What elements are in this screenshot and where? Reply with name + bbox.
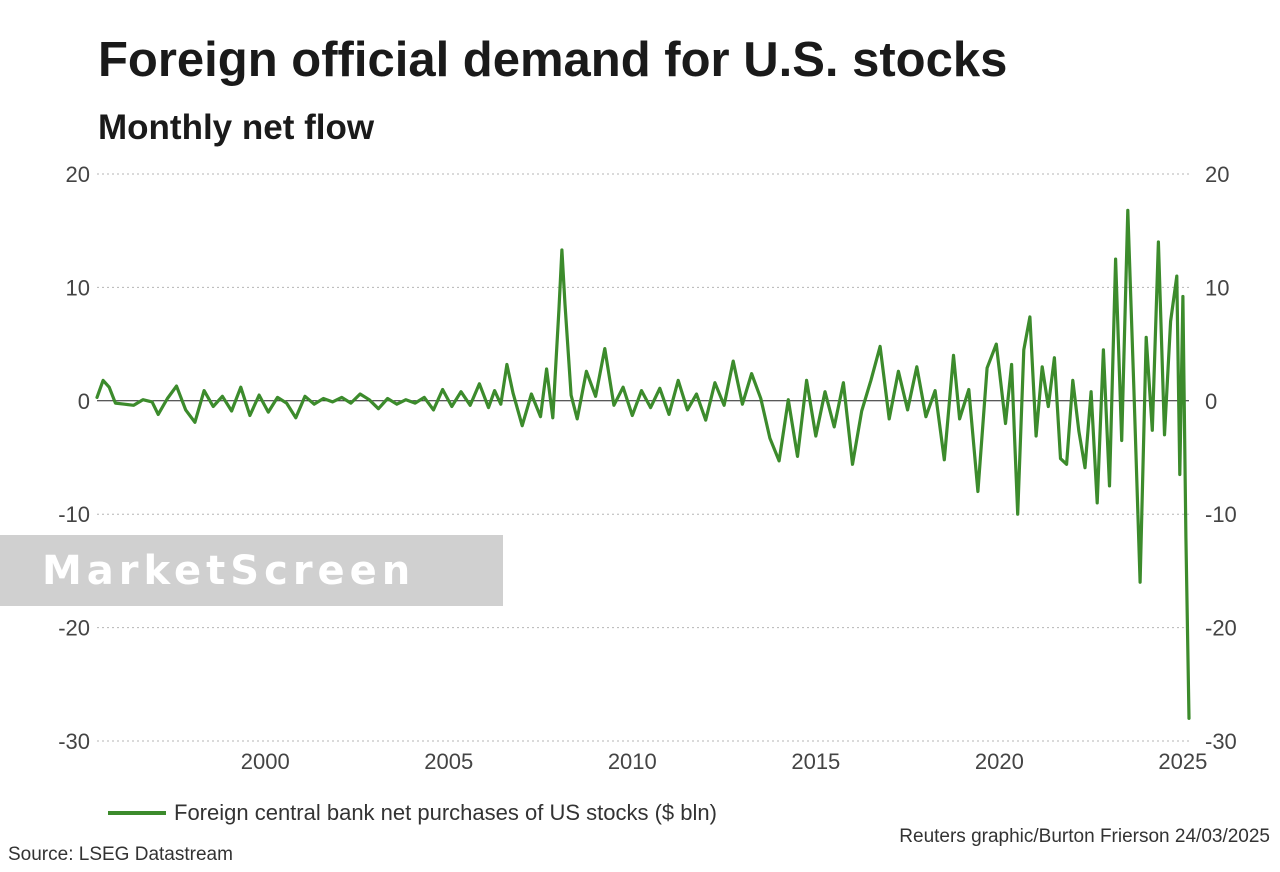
y-tick-label-right: -10	[1205, 502, 1237, 527]
grid-lines	[97, 173, 1189, 742]
watermark-text: MarketScreen	[42, 547, 416, 594]
x-tick-label: 2020	[975, 749, 1024, 774]
y-tick-label: 20	[66, 162, 90, 187]
y-axis-left: 20 10 0 -10 -20 -30	[58, 162, 90, 754]
y-tick-label-right: 20	[1205, 162, 1229, 187]
source-text: Source: LSEG Datastream	[8, 844, 233, 865]
chart-subtitle: Monthly net flow	[98, 108, 375, 147]
y-tick-label: 0	[78, 389, 90, 414]
x-axis: 2000 2005 2010 2015 2020 2025	[241, 749, 1208, 774]
legend-label: Foreign central bank net purchases of US…	[174, 800, 717, 825]
x-tick-label: 2010	[608, 749, 657, 774]
y-tick-label-right: -20	[1205, 616, 1237, 641]
x-tick-label: 2025	[1158, 749, 1207, 774]
credit-text: Reuters graphic/Burton Frierson 24/03/20…	[899, 826, 1270, 847]
legend: Foreign central bank net purchases of US…	[108, 800, 717, 826]
y-tick-label-right: -30	[1205, 729, 1237, 754]
x-tick-label: 2005	[424, 749, 473, 774]
y-tick-label: -20	[58, 616, 90, 641]
y-tick-label-right: 0	[1205, 389, 1217, 414]
y-axis-right: 20 10 0 -10 -20 -30	[1205, 162, 1237, 754]
series-layer	[95, 208, 1191, 720]
x-tick-label: 2000	[241, 749, 290, 774]
watermark-banner: MarketScreen	[0, 535, 503, 606]
y-tick-label: -10	[58, 502, 90, 527]
y-tick-label: 10	[66, 275, 90, 300]
x-tick-label: 2015	[791, 749, 840, 774]
series-line	[95, 208, 1191, 720]
y-tick-label: -30	[58, 729, 90, 754]
chart-title: Foreign official demand for U.S. stocks	[98, 33, 1008, 87]
y-tick-label-right: 10	[1205, 275, 1229, 300]
legend-swatch	[108, 811, 166, 815]
